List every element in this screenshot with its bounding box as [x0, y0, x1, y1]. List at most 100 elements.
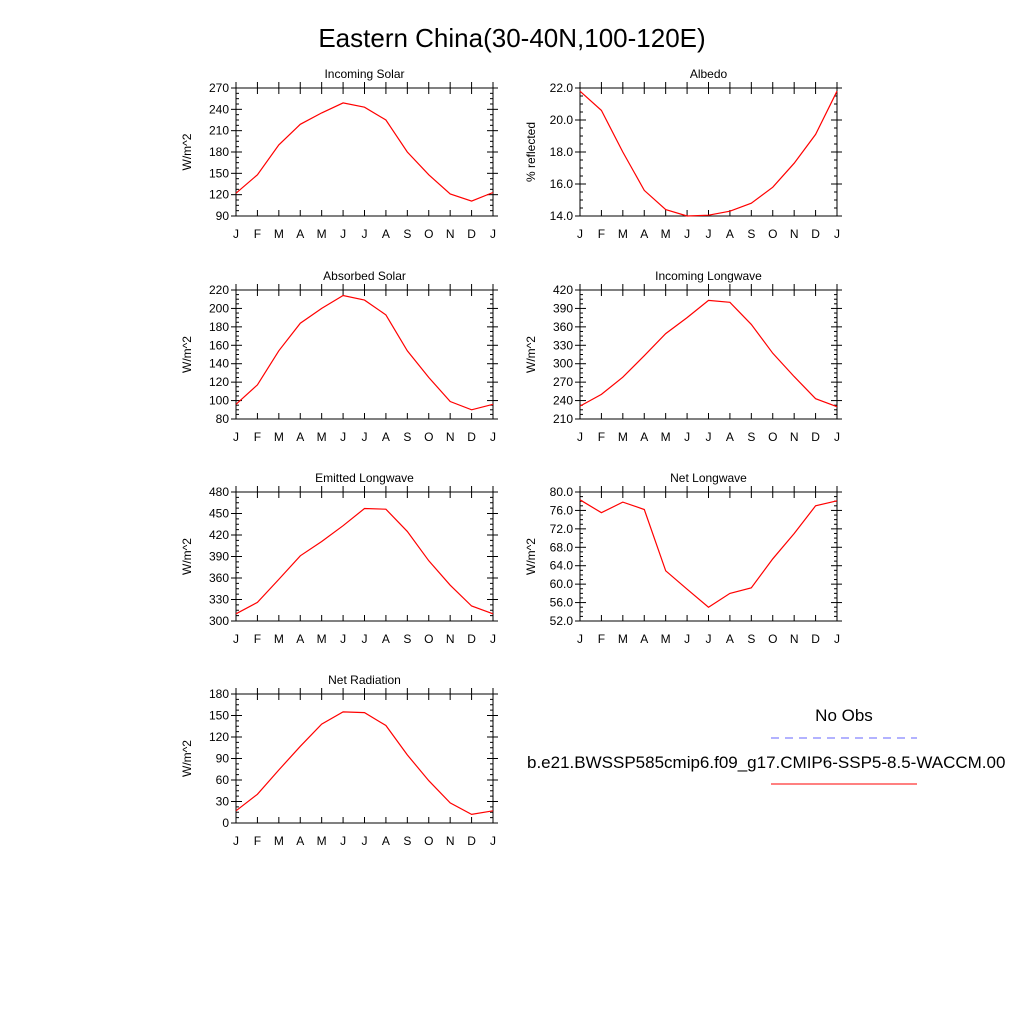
y-tick-label: 180 [209, 145, 229, 159]
x-tick-label: O [424, 632, 433, 646]
x-tick-label: A [382, 430, 390, 444]
x-tick-label: J [490, 430, 496, 444]
x-tick-label: M [661, 632, 671, 646]
x-tick-label: J [577, 430, 583, 444]
tick-marks [575, 486, 842, 622]
x-tick-label: J [233, 430, 239, 444]
y-tick-label: 200 [209, 301, 229, 315]
y-tick-label: 68.0 [550, 540, 574, 554]
y-tick-label: 76.0 [550, 503, 574, 517]
x-tick-label: O [768, 430, 777, 444]
y-tick-label: 90 [216, 752, 230, 766]
x-tick-label: D [811, 430, 820, 444]
y-tick-label: 150 [209, 166, 229, 180]
plot-frame [579, 289, 838, 420]
y-tick-label: 270 [553, 375, 573, 389]
y-axis-label: W/m^2 [524, 538, 538, 575]
x-tick-label: D [467, 632, 476, 646]
y-tick-label: 22.0 [550, 81, 574, 95]
y-tick-label: 330 [553, 338, 573, 352]
y-tick-label: 420 [209, 528, 229, 542]
tick-marks [231, 284, 498, 420]
y-tick-label: 220 [209, 283, 229, 297]
x-tick-label: A [382, 632, 390, 646]
x-tick-label: J [684, 430, 690, 444]
y-tick-label: 150 [209, 709, 229, 723]
x-tick-label: J [340, 834, 346, 848]
y-axis-label: W/m^2 [524, 336, 538, 373]
y-tick-label: 160 [209, 338, 229, 352]
y-tick-label: 20.0 [550, 113, 574, 127]
x-tick-label: N [790, 632, 799, 646]
x-tick-label: S [747, 430, 755, 444]
x-tick-label: O [424, 430, 433, 444]
x-tick-label: D [467, 430, 476, 444]
y-tick-label: 420 [553, 283, 573, 297]
y-axis-label: W/m^2 [180, 740, 194, 777]
x-tick-label: A [640, 227, 648, 241]
y-tick-label: 90 [216, 209, 230, 223]
x-tick-label: S [747, 632, 755, 646]
x-tick-label: M [317, 227, 327, 241]
x-tick-label: J [490, 632, 496, 646]
x-tick-label: J [706, 227, 712, 241]
x-tick-label: M [661, 430, 671, 444]
y-tick-label: 80 [216, 412, 230, 426]
x-tick-label: J [362, 227, 368, 241]
x-tick-label: D [467, 834, 476, 848]
tick-marks [575, 82, 842, 217]
x-tick-label: M [618, 227, 628, 241]
x-tick-label: J [233, 632, 239, 646]
y-axis-label: W/m^2 [180, 538, 194, 575]
series-line [235, 507, 494, 615]
x-tick-label: F [254, 834, 261, 848]
x-tick-label: J [706, 430, 712, 444]
y-tick-label: 240 [553, 394, 573, 408]
x-tick-label: J [834, 227, 840, 241]
y-tick-label: 80.0 [550, 485, 574, 499]
legend-label: b.e21.BWSSP585cmip6.f09_g17.CMIP6-SSP5-8… [527, 753, 1005, 772]
panel-title: Net Radiation [328, 673, 401, 687]
x-tick-label: J [362, 632, 368, 646]
x-tick-label: A [726, 227, 734, 241]
plot-frame [235, 289, 494, 420]
tick-marks [231, 688, 498, 824]
x-tick-label: A [296, 834, 304, 848]
x-tick-label: F [598, 632, 605, 646]
x-tick-label: S [403, 834, 411, 848]
y-tick-label: 240 [209, 102, 229, 116]
x-tick-label: M [317, 834, 327, 848]
panel-title: Incoming Longwave [655, 269, 762, 283]
y-tick-label: 360 [553, 320, 573, 334]
y-tick-label: 450 [209, 507, 229, 521]
x-tick-label: A [726, 632, 734, 646]
y-tick-label: 18.0 [550, 145, 574, 159]
x-tick-label: O [424, 227, 433, 241]
x-tick-label: F [254, 430, 261, 444]
y-tick-label: 180 [209, 687, 229, 701]
y-tick-label: 120 [209, 188, 229, 202]
x-tick-label: M [661, 227, 671, 241]
x-tick-label: M [274, 430, 284, 444]
x-tick-label: F [598, 227, 605, 241]
y-tick-label: 14.0 [550, 209, 574, 223]
y-tick-label: 210 [553, 412, 573, 426]
legend: No Obs b.e21.BWSSP585cmip6.f09_g17.CMIP6-… [527, 706, 1005, 785]
series-line [235, 711, 494, 816]
y-tick-label: 0 [222, 816, 229, 830]
y-tick-label: 56.0 [550, 596, 574, 610]
tick-marks [231, 82, 498, 217]
x-tick-label: A [382, 834, 390, 848]
plot-frame [579, 491, 838, 622]
x-tick-label: M [618, 632, 628, 646]
y-tick-label: 180 [209, 320, 229, 334]
y-tick-label: 300 [209, 614, 229, 628]
panel-title: Absorbed Solar [323, 269, 406, 283]
y-tick-label: 390 [553, 301, 573, 315]
x-tick-label: F [254, 227, 261, 241]
series-line [235, 294, 494, 411]
